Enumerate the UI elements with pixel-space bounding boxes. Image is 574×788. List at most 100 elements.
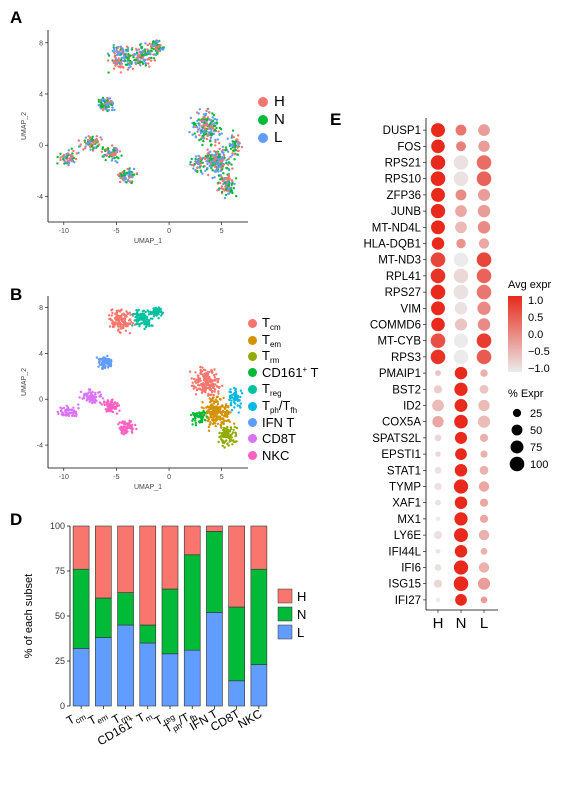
cell-point [212,384,215,387]
cell-point [219,164,222,167]
cell-point [211,176,214,180]
bar-segment-N [183,554,201,651]
cell-point [148,65,151,68]
cell-point [96,144,100,148]
cell-point [125,427,128,430]
legend-item-L: L [258,129,282,146]
cell-point [151,324,154,327]
expression-dot [454,464,468,477]
cell-point [135,56,138,60]
x-tick-label: -5 [113,474,119,481]
cell-point [107,314,111,317]
cell-point [112,47,116,51]
cell-point [67,149,70,152]
cell-point [217,440,220,444]
cell-point [121,177,125,180]
cell-point [121,59,125,62]
expression-dot [432,416,444,428]
cell-point [135,309,138,312]
dot-plot: DUSP1 FOS RPS21 RPS10 ZFP36 JUNB MT-ND4L HLA-DQ… [363,118,552,632]
cell-point [223,196,227,200]
cell-point [240,392,244,395]
cell-point [147,62,150,65]
cell-point [213,122,216,125]
cell-point [67,414,71,418]
expression-dot [454,528,468,543]
legend-item-subset: NKC [248,448,289,463]
cell-point [210,390,214,394]
cell-point [135,427,138,431]
cell-point [226,442,229,446]
expression-dot [453,155,469,170]
cell-point [122,179,125,182]
cell-point [201,128,204,131]
bar-segment-H [139,525,157,626]
cell-point [148,50,151,54]
gene-label: EPSTI1 [381,449,421,461]
cell-point [78,145,82,148]
cell-point [197,380,201,383]
y-tick-label: 8 [39,305,43,312]
cell-point [239,389,242,392]
expression-dot [430,284,446,300]
cell-point [103,100,107,104]
expression-dot [431,317,445,332]
cell-point [202,129,206,133]
cell-point [228,398,231,402]
legend-swatch [248,335,257,345]
cell-point [230,179,234,182]
cell-point [108,362,111,366]
cell-point [149,52,152,56]
cell-point [59,152,62,155]
cell-point [127,53,130,56]
cell-point [206,148,209,151]
cell-point [213,379,216,382]
cell-point [234,387,237,391]
cell-point [66,152,70,155]
cell-point [117,329,120,332]
cell-point [142,316,145,319]
cell-point [132,56,135,59]
legend-item-subset: CD161+ T [248,365,318,380]
cell-point [141,62,145,65]
cell-point [148,319,151,322]
cell-point [215,378,218,381]
size-legend-dot [509,456,525,472]
gene-label: MX1 [397,514,421,526]
gene-label: ID2 [403,401,421,413]
cell-point [93,395,96,399]
cell-point [109,401,113,404]
cell-point [217,390,220,393]
expression-dot [430,349,446,365]
cell-point [199,119,202,122]
legend-label: Trm [262,348,280,366]
expression-dot [454,399,468,412]
cell-point [97,365,100,368]
cell-point [118,150,122,153]
gene-label: COX5A [382,417,421,429]
cell-point [231,191,234,195]
expression-dot [435,451,441,457]
cell-point [210,369,214,372]
cell-point [199,131,203,135]
cell-point [204,385,208,389]
cell-point [227,436,230,439]
cell-point [118,421,121,424]
cell-point [96,140,100,143]
cell-point [107,365,110,368]
cell-point [196,170,199,173]
cell-point [229,403,233,407]
cell-point [59,156,62,159]
cell-point [222,172,225,175]
cell-point [220,132,223,135]
expression-dot [453,576,469,591]
cell-point [107,54,111,57]
cell-point [199,169,202,172]
cell-point [120,308,123,311]
cell-point [143,323,146,326]
cell-point [231,140,234,143]
gene-label: RPS21 [385,158,421,170]
bar-segment-N [206,531,223,613]
legend-item-subset: Tph/Tfh [248,398,297,415]
cell-point [118,409,121,412]
